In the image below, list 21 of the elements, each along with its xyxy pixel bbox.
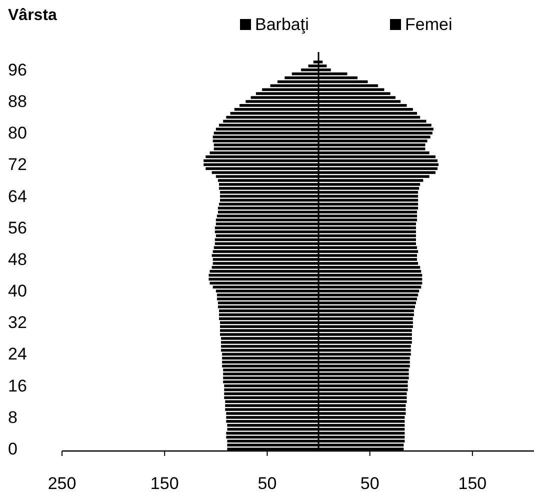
y-tick-label: 8 [8, 408, 18, 427]
y-tick-label: 48 [8, 250, 27, 269]
y-tick-label: 80 [8, 124, 27, 143]
legend-label: Barbaţi [255, 15, 309, 34]
x-tick-label: 250 [48, 474, 76, 493]
x-tick-label: 150 [150, 474, 179, 493]
y-tick-label: 64 [8, 186, 27, 206]
x-tick-label: 50 [360, 474, 380, 493]
y-tick-label: 0 [8, 440, 18, 459]
y-tick-label: 56 [8, 218, 27, 238]
legend-label: Femei [405, 15, 452, 34]
y-tick-label: 24 [8, 344, 27, 364]
x-tick-label: 150 [458, 474, 487, 493]
y-tick-label: 40 [8, 282, 27, 301]
y-tick-label: 72 [8, 155, 27, 174]
y-tick-label: 88 [8, 92, 27, 111]
y-tick-label: 16 [8, 376, 27, 396]
x-tick-label: 50 [258, 474, 277, 493]
y-tick-label: 32 [8, 313, 27, 332]
y-tick-label: 96 [8, 60, 27, 80]
y-axis-title: Vârsta [8, 7, 58, 24]
